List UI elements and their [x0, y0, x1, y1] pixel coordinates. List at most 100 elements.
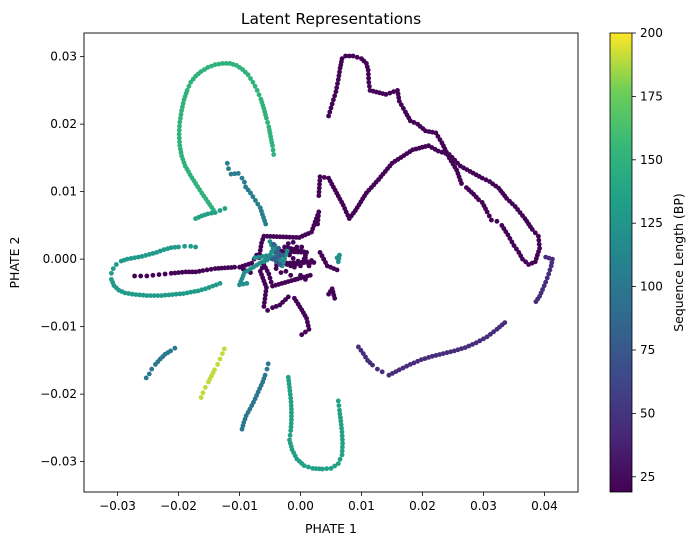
data-point [162, 271, 168, 277]
x-tick-label: −0.01 [221, 499, 258, 513]
data-point [288, 403, 294, 408]
y-tick-label: 0.02 [50, 117, 77, 131]
data-point [316, 189, 322, 195]
data-point [411, 120, 417, 125]
data-point [159, 293, 164, 298]
data-point [336, 73, 342, 79]
data-point [260, 254, 265, 259]
data-point [331, 97, 336, 103]
data-point [536, 233, 541, 239]
data-point [337, 456, 343, 462]
data-point [288, 424, 294, 430]
data-point [283, 252, 289, 258]
data-point [395, 88, 400, 93]
data-point [520, 256, 525, 262]
colorbar-tick-label: 25 [640, 470, 655, 484]
data-point [270, 256, 275, 262]
data-point [215, 362, 221, 367]
y-axis-ticks: −0.03 −0.02 −0.01 0.000 0.01 0.02 0.03 [40, 50, 84, 469]
data-point [204, 267, 210, 273]
data-point [324, 466, 330, 472]
data-point [398, 102, 404, 108]
data-point [407, 118, 413, 124]
data-point [155, 293, 161, 298]
data-point [182, 243, 188, 249]
data-point [154, 250, 160, 255]
data-point [265, 361, 271, 367]
y-tick-label: 0.01 [50, 185, 77, 199]
data-point [282, 256, 287, 261]
data-point [139, 254, 145, 259]
data-point [356, 344, 361, 350]
data-point [262, 296, 268, 302]
data-point [172, 270, 178, 276]
data-point [222, 206, 228, 211]
data-point [502, 320, 508, 325]
data-point [244, 281, 250, 286]
y-tick-label: −0.01 [40, 320, 77, 334]
data-point [287, 432, 293, 438]
data-point [455, 347, 461, 353]
data-point [338, 422, 344, 428]
data-point [287, 392, 293, 397]
data-point [354, 54, 360, 60]
data-point [221, 346, 227, 352]
data-point [483, 177, 489, 183]
data-point [209, 63, 214, 69]
data-point [343, 53, 348, 59]
data-point [203, 286, 208, 292]
data-point [317, 181, 322, 187]
data-point [340, 437, 345, 442]
data-point [418, 357, 424, 363]
data-point [304, 260, 310, 265]
data-point [232, 264, 238, 270]
data-point [178, 115, 183, 121]
data-point [370, 362, 375, 368]
data-point [203, 385, 208, 390]
data-point [407, 362, 413, 367]
data-point [129, 291, 135, 297]
data-point [177, 139, 182, 145]
data-point [387, 90, 393, 96]
data-point [268, 279, 274, 285]
y-tick-label: 0.03 [50, 50, 77, 64]
data-point [258, 244, 264, 250]
data-point [299, 244, 305, 250]
data-point [459, 346, 464, 352]
data-point [179, 269, 185, 275]
data-point [133, 292, 139, 297]
data-point [396, 367, 402, 373]
data-point [339, 452, 345, 458]
plot-frame [83, 32, 579, 493]
data-point [271, 152, 277, 157]
data-point [284, 248, 290, 254]
data-point [547, 267, 553, 273]
data-point [166, 292, 172, 298]
colorbar-tick-label: 75 [640, 343, 655, 357]
data-point [379, 369, 385, 375]
data-point [248, 190, 253, 196]
data-point [437, 352, 442, 357]
data-point [429, 353, 435, 359]
data-point [176, 244, 181, 250]
data-point [337, 69, 342, 75]
data-point [433, 353, 439, 358]
data-point [451, 348, 457, 354]
data-point [481, 336, 486, 342]
data-point [400, 365, 406, 371]
data-point [338, 415, 343, 420]
data-point [266, 124, 272, 130]
data-point [254, 88, 260, 93]
data-point [335, 398, 341, 404]
data-point [375, 366, 380, 372]
colorbar-tick-label: 150 [640, 153, 663, 167]
data-point [148, 293, 153, 298]
data-point [426, 355, 431, 360]
data-point [235, 171, 241, 176]
data-point [220, 61, 225, 66]
data-point [473, 340, 479, 346]
data-point [335, 81, 340, 86]
data-point [239, 175, 245, 181]
data-point [332, 295, 338, 301]
